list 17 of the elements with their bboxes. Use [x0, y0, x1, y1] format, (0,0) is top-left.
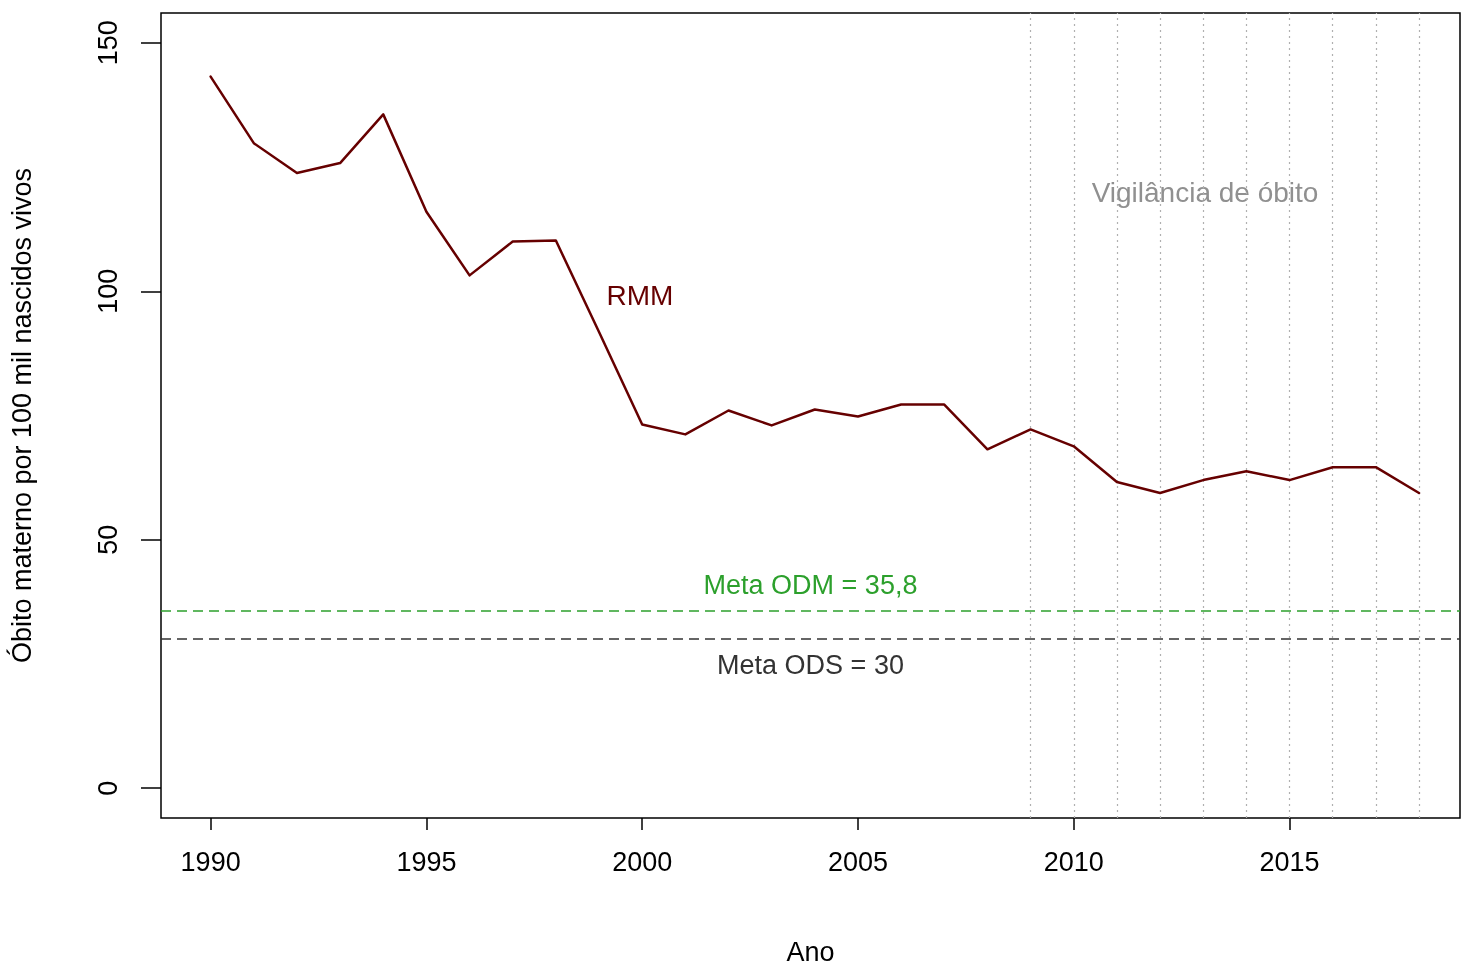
- x-tick-label: 2010: [1043, 846, 1104, 877]
- x-tick-label: 2015: [1259, 846, 1320, 877]
- y-tick-label: 150: [92, 20, 123, 66]
- x-tick-label: 1995: [396, 846, 457, 877]
- x-axis-title: Ano: [786, 936, 835, 967]
- series-label: RMM: [606, 279, 674, 311]
- y-axis-title: Óbito materno por 100 mil nascidos vivos: [5, 167, 37, 664]
- y-tick-label: 50: [92, 524, 123, 555]
- y-tick-label: 0: [92, 780, 123, 796]
- x-tick-label: 1990: [180, 846, 241, 877]
- ref-line-label: Meta ODM = 35,8: [703, 569, 918, 600]
- annotation: Vigilância de óbito: [1091, 176, 1319, 208]
- x-tick-label: 2000: [612, 846, 673, 877]
- y-tick-label: 100: [92, 268, 123, 314]
- x-tick-label: 2005: [827, 846, 889, 877]
- ref-line-label: Meta ODS = 30: [717, 649, 904, 680]
- line-series: [209, 75, 1421, 495]
